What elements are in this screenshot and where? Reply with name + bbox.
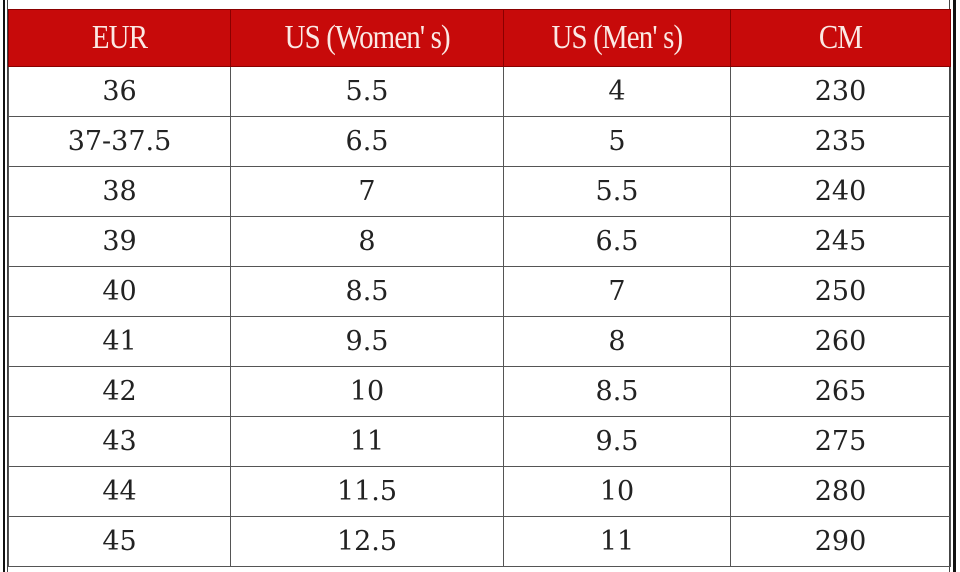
table-cell: 44 <box>8 466 231 517</box>
column-header: EUR <box>8 9 231 67</box>
table-cell: 37-37.5 <box>8 116 231 167</box>
table-cell: 8.5 <box>503 366 731 417</box>
table-row: 45 12.5 11 290 <box>8 516 951 567</box>
size-chart-table: EUR US (Women' s) US (Men' s) CM 36 5.5 4 230 3… <box>8 9 951 567</box>
frame-border-right <box>953 0 956 572</box>
column-header-label: US (Men' s) <box>551 19 684 56</box>
table-cell: 9.5 <box>230 316 504 367</box>
table-cell: 6.5 <box>230 116 504 167</box>
table-cell: 8 <box>230 216 504 267</box>
table-cell: 5.5 <box>503 166 731 217</box>
column-header: US (Women' s) <box>230 9 504 67</box>
table-row: 39 8 6.5 245 <box>8 216 951 267</box>
table-cell: 290 <box>730 516 951 567</box>
table-cell: 280 <box>730 466 951 517</box>
table-cell: 4 <box>503 66 731 117</box>
table-cell: 250 <box>730 266 951 317</box>
table-cell: 12.5 <box>230 516 504 567</box>
table-cell: 11 <box>503 516 731 567</box>
table-cell: 8.5 <box>230 266 504 317</box>
table-cell: 265 <box>730 366 951 417</box>
table-cell: 240 <box>730 166 951 217</box>
table-cell: 7 <box>503 266 731 317</box>
table-row: 43 11 9.5 275 <box>8 416 951 467</box>
table-cell: 10 <box>230 366 504 417</box>
table-cell: 8 <box>503 316 731 367</box>
column-header: US (Men' s) <box>503 9 731 67</box>
table-cell: 36 <box>8 66 231 117</box>
table-row: 37-37.5 6.5 5 235 <box>8 116 951 167</box>
table-row: 38 7 5.5 240 <box>8 166 951 217</box>
header-row: EUR US (Women' s) US (Men' s) CM <box>8 9 951 67</box>
table-row: 42 10 8.5 265 <box>8 366 951 417</box>
table-row: 40 8.5 7 250 <box>8 266 951 317</box>
column-header-label: CM <box>818 19 863 56</box>
table-cell: 7 <box>230 166 504 217</box>
table-cell: 6.5 <box>503 216 731 267</box>
table-row: 36 5.5 4 230 <box>8 66 951 117</box>
frame-border-left <box>3 0 5 572</box>
table-cell: 38 <box>8 166 231 217</box>
column-header: CM <box>730 9 951 67</box>
table-cell: 41 <box>8 316 231 367</box>
table-cell: 39 <box>8 216 231 267</box>
table-cell: 260 <box>730 316 951 367</box>
table-cell: 11.5 <box>230 466 504 517</box>
column-header-label: US (Women' s) <box>284 19 450 56</box>
table-cell: 11 <box>230 416 504 467</box>
table-row: 41 9.5 8 260 <box>8 316 951 367</box>
table-cell: 275 <box>730 416 951 467</box>
table-cell: 10 <box>503 466 731 517</box>
table-cell: 45 <box>8 516 231 567</box>
table-cell: 5 <box>503 116 731 167</box>
table-cell: 43 <box>8 416 231 467</box>
table-cell: 245 <box>730 216 951 267</box>
table-cell: 9.5 <box>503 416 731 467</box>
table-cell: 42 <box>8 366 231 417</box>
table-row: 44 11.5 10 280 <box>8 466 951 517</box>
table-cell: 5.5 <box>230 66 504 117</box>
table-cell: 235 <box>730 116 951 167</box>
column-header-label: EUR <box>91 19 148 56</box>
table-cell: 40 <box>8 266 231 317</box>
table-cell: 230 <box>730 66 951 117</box>
frame-border-left-inner <box>7 0 8 572</box>
